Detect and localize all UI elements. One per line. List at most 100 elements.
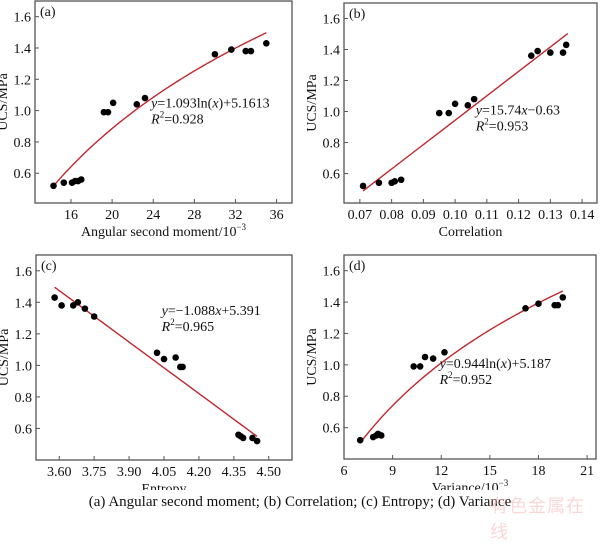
data-point bbox=[559, 49, 567, 56]
x-axis-label: Angular second moment/10−3 bbox=[81, 222, 247, 240]
data-point bbox=[397, 176, 405, 184]
r2-R: R bbox=[439, 373, 449, 388]
y-tick-label: 1.2 bbox=[14, 73, 32, 88]
r2-R: R bbox=[150, 112, 160, 127]
eq-tail: +5.391 bbox=[221, 304, 260, 319]
panel-label: (d) bbox=[349, 259, 366, 274]
fit-equation: y=1.093ln(x)+5.1613 bbox=[149, 96, 269, 111]
eq-y: y bbox=[474, 104, 483, 119]
x-tick-label: 0.10 bbox=[443, 208, 468, 223]
x-axis-label-text: Variance/10 bbox=[432, 481, 499, 490]
x-tick-label: 16 bbox=[64, 208, 78, 223]
data-point bbox=[441, 348, 448, 356]
data-point bbox=[109, 99, 117, 107]
data-point bbox=[470, 95, 478, 103]
x-axis-label-sup: −3 bbox=[236, 222, 246, 232]
y-tick-label: 0.6 bbox=[15, 422, 33, 437]
data-point bbox=[153, 349, 161, 357]
x-axis-label-text: Entropy bbox=[141, 482, 186, 490]
r-squared: R2=0.928 bbox=[150, 109, 203, 127]
x-tick-label: 28 bbox=[187, 208, 201, 223]
x-tick-label: 4.35 bbox=[222, 465, 247, 480]
data-points bbox=[356, 294, 567, 444]
data-point bbox=[228, 46, 235, 53]
y-tick-labels: 0.6 0.8 1.0 1.2 1.4 1.6 bbox=[323, 265, 341, 437]
y-tick-label: 1.4 bbox=[323, 296, 341, 311]
x-tick-label: 3.75 bbox=[82, 465, 107, 480]
data-point bbox=[547, 49, 554, 56]
x-tick-label: 18 bbox=[531, 464, 545, 479]
eq-y: y bbox=[438, 357, 447, 372]
data-point bbox=[429, 355, 437, 362]
x-tick-label: 4.05 bbox=[152, 465, 177, 480]
figure-caption: (a) Angular second moment; (b) Correlati… bbox=[88, 494, 512, 510]
x-tick-label: 0.12 bbox=[506, 208, 531, 223]
r-squared: R2=0.952 bbox=[439, 370, 492, 388]
data-point bbox=[464, 102, 472, 109]
eq-x: x bbox=[520, 104, 528, 119]
x-tick-label: 3.60 bbox=[47, 465, 72, 480]
x-axis-label: Correlation bbox=[439, 225, 503, 240]
data-point bbox=[554, 301, 562, 309]
r2-sup: 2 bbox=[160, 109, 165, 119]
y-axis-label: UCS/MPa bbox=[305, 73, 320, 131]
panel-a: 16 20 24 28 32 36 0.6 0.8 1.0 1.2 1.4 1.6 (a) y=1.… bbox=[0, 0, 293, 240]
data-point bbox=[356, 436, 364, 444]
data-point bbox=[559, 294, 567, 301]
tick-marks bbox=[36, 270, 270, 460]
x-tick-label: 0.07 bbox=[348, 208, 373, 223]
eq-x: x bbox=[211, 96, 219, 111]
data-point bbox=[247, 47, 255, 55]
y-tick-label: 1.4 bbox=[323, 44, 341, 59]
data-point bbox=[104, 108, 112, 116]
data-point bbox=[50, 182, 57, 190]
y-tick-label: 0.8 bbox=[323, 390, 341, 405]
x-tick-label: 15 bbox=[483, 464, 497, 479]
data-points bbox=[359, 41, 570, 190]
x-tick-labels: 0.07 0.08 0.09 0.10 0.11 0.12 0.13 0.14 bbox=[348, 208, 595, 223]
y-tick-label: 1.2 bbox=[323, 75, 341, 90]
y-tick-label: 1.2 bbox=[15, 328, 33, 343]
r-squared: R2=0.953 bbox=[475, 117, 528, 135]
eq-x: x bbox=[214, 304, 222, 319]
x-tick-label: 3.90 bbox=[117, 465, 142, 480]
y-axis-label: UCS/MPa bbox=[0, 328, 12, 386]
y-tick-label: 1.0 bbox=[323, 106, 341, 121]
data-point bbox=[58, 302, 65, 309]
x-tick-labels: 3.60 3.75 3.90 4.05 4.20 4.35 4.50 bbox=[47, 465, 281, 480]
data-point bbox=[527, 52, 535, 60]
plot-frame bbox=[343, 254, 597, 460]
x-axis-label-text: Correlation bbox=[439, 225, 503, 240]
y-tick-label: 1.0 bbox=[323, 359, 341, 374]
x-tick-label: 21 bbox=[580, 464, 594, 479]
data-point bbox=[249, 434, 256, 442]
y-axis-label: UCS/MPa bbox=[0, 72, 11, 130]
x-tick-label: 24 bbox=[146, 208, 160, 223]
data-point bbox=[435, 109, 443, 117]
data-point bbox=[263, 39, 270, 47]
data-point bbox=[211, 50, 219, 58]
fit-equation: y=0.944ln(x)+5.187 bbox=[438, 357, 551, 372]
r2-value: =0.953 bbox=[489, 120, 528, 135]
data-point bbox=[421, 353, 429, 361]
r2-sup: 2 bbox=[448, 370, 453, 380]
fit-equation: y=15.74x−0.63 bbox=[474, 104, 560, 119]
data-point bbox=[51, 294, 58, 301]
r2-R: R bbox=[161, 320, 171, 335]
y-tick-label: 1.0 bbox=[14, 105, 32, 120]
x-tick-label: 32 bbox=[228, 208, 242, 223]
data-point bbox=[375, 179, 383, 187]
r2-value: =0.928 bbox=[164, 112, 203, 127]
x-axis-label-text: Angular second moment/10 bbox=[81, 225, 237, 240]
data-point bbox=[133, 101, 141, 108]
data-point bbox=[522, 305, 529, 312]
y-tick-label: 1.0 bbox=[15, 359, 33, 374]
y-tick-label: 0.8 bbox=[15, 391, 33, 406]
y-tick-label: 0.6 bbox=[323, 168, 341, 183]
tick-marks bbox=[35, 16, 278, 203]
data-point bbox=[377, 432, 385, 439]
y-tick-label: 0.8 bbox=[14, 136, 32, 151]
fit-curve bbox=[359, 290, 564, 444]
data-point bbox=[160, 355, 168, 363]
data-point bbox=[69, 302, 77, 309]
